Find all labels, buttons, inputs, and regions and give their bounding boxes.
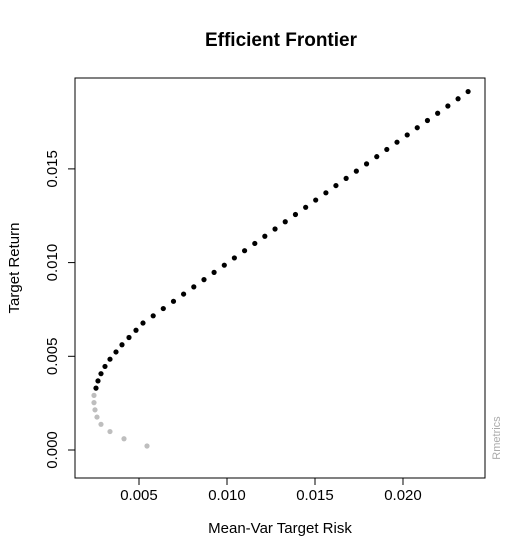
point <box>144 443 150 449</box>
point <box>394 139 400 145</box>
point <box>404 132 410 138</box>
annotation: Rmetrics <box>491 416 503 460</box>
x-tick-label: 0.010 <box>208 487 246 504</box>
point <box>94 414 100 420</box>
point <box>323 190 329 196</box>
point <box>445 103 451 109</box>
point <box>98 371 104 377</box>
point <box>313 197 319 203</box>
point <box>201 277 207 283</box>
point <box>180 291 187 297</box>
point <box>211 269 217 275</box>
point <box>363 161 370 167</box>
point <box>91 392 97 398</box>
point <box>113 349 119 355</box>
point <box>107 428 113 435</box>
point <box>126 334 132 341</box>
plot-box <box>74 77 486 479</box>
point <box>272 226 278 232</box>
point <box>95 378 101 384</box>
point <box>455 96 461 102</box>
point <box>98 421 104 427</box>
chart-title: Efficient Frontier <box>205 30 358 51</box>
point <box>119 342 125 348</box>
point <box>353 168 359 174</box>
point <box>252 240 258 247</box>
point <box>93 385 99 391</box>
point <box>170 298 177 304</box>
point <box>292 211 299 218</box>
y-tick-label: 0.015 <box>44 150 61 188</box>
point <box>107 356 113 362</box>
point <box>424 117 431 124</box>
point <box>374 154 380 160</box>
point <box>191 284 197 290</box>
point <box>241 248 248 254</box>
point <box>140 320 146 326</box>
point <box>102 363 108 370</box>
point <box>150 313 156 319</box>
x-axis-label: Mean-Var Target Risk <box>208 520 352 537</box>
point <box>282 219 288 225</box>
point <box>262 233 268 239</box>
point <box>133 327 139 333</box>
point <box>231 255 237 261</box>
point <box>465 88 471 95</box>
y-tick-label: 0.005 <box>44 338 61 376</box>
point <box>384 146 390 153</box>
point <box>435 110 441 116</box>
y-tick-label: 0.010 <box>44 244 61 282</box>
point <box>92 407 98 413</box>
point <box>221 262 227 268</box>
point <box>91 400 97 406</box>
x-tick-label: 0.005 <box>120 487 158 504</box>
point <box>414 125 420 131</box>
x-tick-label: 0.015 <box>296 487 334 504</box>
point <box>333 182 339 189</box>
point <box>303 204 309 210</box>
point <box>121 436 127 442</box>
x-tick-label: 0.020 <box>384 487 422 504</box>
point <box>343 175 349 181</box>
y-axis-label: Target Return <box>6 223 23 314</box>
point <box>160 305 166 312</box>
y-tick-label: 0.000 <box>44 431 61 469</box>
